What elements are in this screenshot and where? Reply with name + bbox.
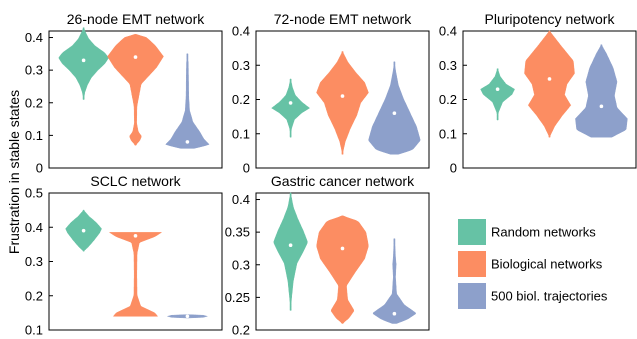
median-marker: [185, 140, 190, 144]
y-tick-label: 0.4: [25, 30, 43, 45]
violin-biological-networks: [108, 232, 163, 317]
panels: 26-node EMT network00.10.20.30.472-node …: [25, 11, 637, 338]
plot-frame: [255, 192, 430, 331]
y-tick-label: 0.3: [439, 58, 457, 73]
violin-trajectories: [165, 53, 210, 149]
y-tick-label: 0.2: [439, 92, 457, 107]
y-tick-label: 0.3: [232, 58, 250, 73]
panel-5: Gastric cancer network 0.2 0.25 0.3 0.35 0.4: [225, 173, 430, 338]
violin-biological-networks: [316, 51, 369, 155]
legend-label: Random networks: [491, 225, 596, 240]
violin-random-networks: [58, 27, 109, 100]
y-tick-label: 0.4: [439, 24, 457, 39]
median-marker: [81, 228, 86, 233]
median-marker: [495, 87, 500, 92]
y-axis-label: Frustration in stable states: [6, 90, 22, 254]
plot-frame: [48, 30, 223, 169]
panel-4: SCLC network 0.1 0.2 0.3 0.4 0.5: [25, 173, 223, 338]
panel-title: 26-node EMT network: [67, 11, 205, 27]
panel-title: 72-node EMT network: [274, 11, 412, 27]
median-marker: [392, 111, 397, 115]
y-tick-label: 0.35: [225, 225, 250, 240]
y-tick-label: 0.4: [232, 24, 250, 39]
violin-biological-networks: [316, 215, 369, 324]
y-tick-label: 0.3: [25, 63, 43, 78]
violin-random-networks: [271, 78, 311, 138]
median-marker: [340, 246, 345, 251]
violin-random-networks: [480, 68, 515, 121]
violin-biological-networks: [107, 34, 164, 146]
y-tick-label: 0.2: [25, 288, 43, 303]
y-tick-label: 0: [36, 161, 43, 176]
median-marker: [288, 101, 293, 105]
y-tick-label: 0.1: [25, 323, 43, 338]
median-marker: [547, 77, 552, 81]
y-tick-label: 0.2: [232, 92, 250, 107]
y-tick-label: 0.4: [232, 192, 250, 207]
median-marker: [81, 58, 86, 63]
median-marker: [288, 243, 293, 247]
panel-1: 26-node EMT network 0 0.1 0.2 0.3 0.4: [25, 11, 223, 176]
y-tick-label: 0.4: [25, 220, 43, 235]
legend-swatch: [458, 283, 486, 309]
median-marker: [133, 234, 138, 238]
y-tick-label: 0.1: [439, 126, 457, 141]
y-tick-label: 0.3: [25, 254, 43, 269]
y-tick-label: 0.5: [25, 186, 43, 201]
y-tick-label: 0.1: [25, 128, 43, 143]
y-tick-label: 0: [243, 161, 250, 176]
median-marker: [185, 314, 190, 319]
violin-trajectories: [368, 61, 421, 155]
legend: Random networks Biological networks 500 bi…: [458, 219, 608, 309]
y-tick-label: 0.2: [232, 323, 250, 338]
panel-2: 72-node EMT network 0 0.1 0.2 0.3 0.4: [232, 11, 430, 176]
legend-label: Biological networks: [491, 257, 603, 272]
violin-biological-networks: [524, 30, 575, 138]
median-marker: [340, 94, 345, 98]
median-marker: [392, 311, 397, 316]
violin-trajectories: [372, 238, 416, 324]
violin-trajectories: [575, 44, 628, 138]
y-tick-label: 0.25: [225, 290, 250, 305]
legend-swatch: [458, 219, 486, 245]
median-marker: [133, 55, 138, 59]
median-marker: [599, 104, 604, 109]
y-tick-label: 0.3: [232, 257, 250, 272]
panel-title: Gastric cancer network: [271, 173, 415, 189]
panel-title: SCLC network: [90, 173, 181, 189]
y-tick-label: 0.2: [25, 95, 43, 110]
legend-label: 500 biol. trajectories: [491, 289, 608, 304]
panel-title: Pluripotency network: [485, 11, 616, 27]
legend-swatch: [458, 251, 486, 277]
y-tick-label: 0: [450, 161, 457, 176]
violin-random-networks: [273, 192, 308, 311]
panel-3: Pluripotency network 0 0.1 0.2 0.3 0.4: [439, 11, 637, 176]
y-tick-label: 0.1: [232, 126, 250, 141]
